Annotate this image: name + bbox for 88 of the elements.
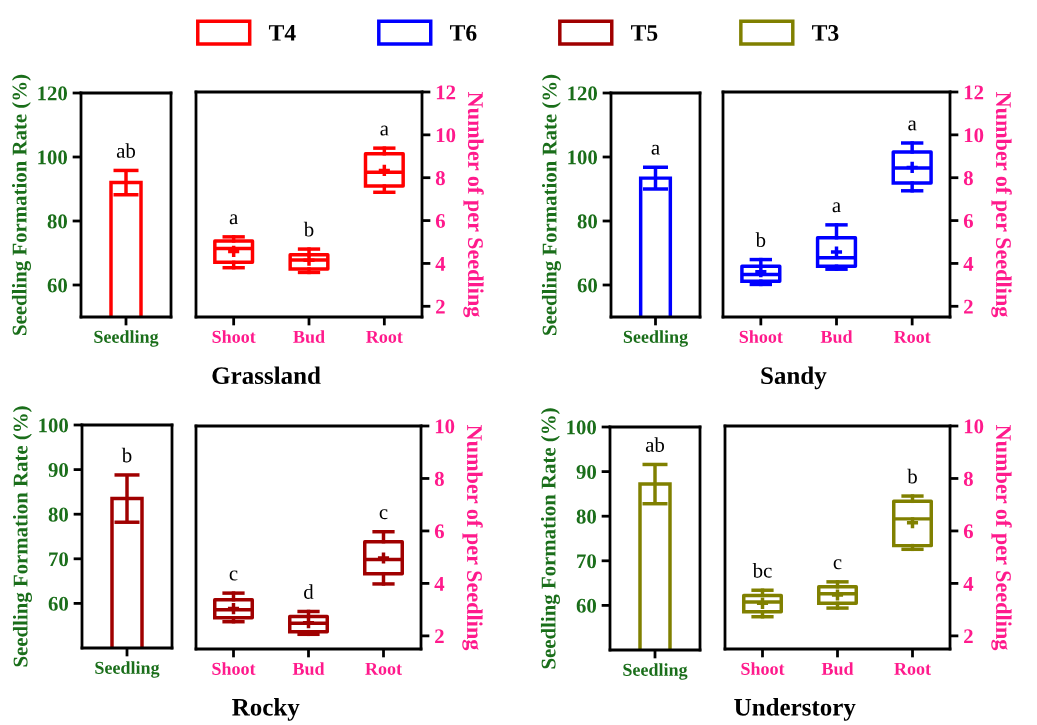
x-tick-label: Root: [893, 330, 931, 343]
annotation: c: [229, 570, 238, 581]
y-axis-title: Seedling Formation Rate (%): [11, 74, 31, 335]
y-tick-label: 100: [38, 150, 68, 165]
x-tick-label: Bud: [821, 662, 854, 675]
y-tick-label: 12: [964, 85, 984, 100]
y-axis-title: Number of per Seedling: [462, 425, 483, 651]
y-tick-label: 12: [436, 85, 456, 100]
y-tick-label: 8: [435, 171, 445, 186]
y-tick-label: 100: [568, 150, 598, 165]
annotation: b: [303, 221, 314, 237]
y-tick-label: 100: [567, 420, 597, 435]
x-tick-label: Root: [894, 662, 931, 675]
annotation: a: [380, 125, 389, 136]
annotation: b: [907, 468, 917, 484]
annotation: b: [121, 447, 132, 463]
annotation: c: [833, 559, 842, 570]
annotation: b: [755, 232, 766, 248]
y-tick-label: 60: [577, 278, 598, 293]
y-axis-title: Seedling Formation Rate (%): [540, 408, 560, 669]
x-tick-label: Shoot: [739, 330, 783, 343]
x-tick-label: Shoot: [212, 662, 256, 675]
x-tick-label: Seedling: [623, 330, 688, 347]
y-tick-label: 2: [964, 299, 973, 314]
annotation: bc: [752, 563, 772, 578]
x-tick-label: Bud: [820, 330, 853, 343]
y-tick-label: 60: [576, 598, 597, 613]
y-tick-label: 10: [964, 128, 984, 143]
y-tick-label: 60: [48, 596, 69, 611]
y-tick-label: 10: [436, 128, 456, 143]
y-axis-title: Number of per Seedling: [991, 92, 1012, 318]
x-tick-label: Seedling: [95, 661, 160, 678]
annotation: a: [908, 120, 917, 131]
annotation: d: [304, 584, 314, 599]
annotation: ab: [645, 437, 665, 452]
y-tick-label: 60: [47, 278, 68, 293]
y-tick-label: 10: [964, 419, 984, 434]
y-tick-label: 6: [434, 524, 444, 539]
x-tick-label: Root: [365, 662, 402, 675]
y-axis-title: Number of per Seedling: [463, 92, 484, 318]
y-tick-label: 70: [577, 554, 597, 569]
y-tick-label: 2: [964, 629, 973, 644]
y-tick-label: 100: [39, 418, 69, 433]
x-tick-label: Seedling: [94, 330, 159, 347]
y-axis-title: Number of per Seedling: [991, 425, 1012, 651]
y-tick-label: 6: [963, 524, 973, 539]
y-axis-title: Seedling Formation Rate (%): [12, 406, 32, 667]
y-tick-label: 10: [435, 419, 455, 434]
y-tick-label: 90: [48, 462, 69, 478]
legend-label: T6: [449, 24, 477, 41]
x-axis-title: Grassland: [212, 366, 321, 385]
y-tick-label: 120: [38, 86, 68, 101]
legend-label: T5: [631, 25, 658, 41]
y-tick-label: 80: [576, 509, 597, 524]
y-tick-label: 70: [49, 552, 69, 567]
y-axis-title: Seedling Formation Rate (%): [541, 74, 561, 335]
y-tick-label: 6: [435, 214, 445, 228]
legend-label: T4: [268, 25, 296, 41]
annotation: ab: [116, 143, 136, 158]
x-axis-title: Rocky: [232, 698, 300, 721]
y-tick-label: 4: [434, 576, 445, 591]
y-tick-label: 120: [568, 86, 598, 101]
x-axis-title: Sandy: [761, 366, 827, 390]
x-tick-label: Root: [366, 330, 403, 343]
x-axis-title: Understory: [734, 698, 856, 721]
annotation: a: [651, 144, 660, 155]
y-tick-label: 90: [576, 464, 597, 480]
y-tick-label: 8: [963, 471, 973, 486]
y-tick-label: 2: [435, 629, 444, 644]
y-tick-label: 8: [963, 171, 973, 186]
x-tick-label: Seedling: [623, 663, 688, 680]
x-tick-label: Bud: [292, 662, 325, 675]
y-tick-label: 80: [577, 214, 598, 229]
x-tick-label: Shoot: [212, 330, 256, 343]
annotation: c: [379, 509, 388, 520]
y-tick-label: 4: [435, 256, 446, 271]
y-tick-label: 2: [436, 299, 445, 314]
x-tick-label: Bud: [293, 330, 325, 343]
y-tick-label: 4: [963, 576, 974, 591]
y-tick-label: 80: [47, 214, 68, 229]
annotation: a: [832, 202, 841, 213]
y-tick-label: 80: [48, 507, 69, 522]
y-tick-label: 6: [963, 214, 973, 228]
y-tick-label: 4: [963, 256, 974, 271]
annotation: a: [229, 214, 238, 225]
y-tick-label: 8: [434, 471, 444, 486]
x-tick-label: Shoot: [741, 662, 785, 675]
legend-label: T3: [812, 24, 839, 41]
